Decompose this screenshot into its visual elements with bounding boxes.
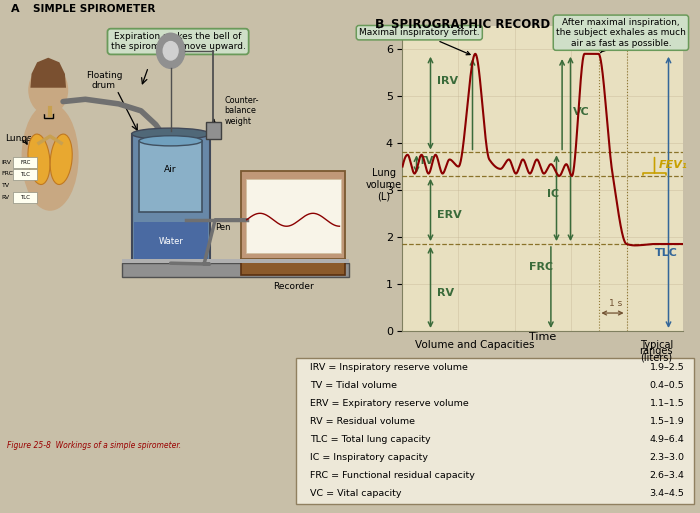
FancyBboxPatch shape [296,358,694,504]
Text: SPIROGRAPHIC RECORD: SPIROGRAPHIC RECORD [391,18,550,31]
Text: 0.4–0.5: 0.4–0.5 [650,381,685,390]
FancyBboxPatch shape [13,157,37,168]
Text: RV: RV [438,288,454,298]
Text: VC = Vital capacity: VC = Vital capacity [310,489,402,498]
Text: Expiration makes the bell of
the spirometer move upward.: Expiration makes the bell of the spirome… [111,32,246,51]
Circle shape [163,42,178,60]
Text: TV = Tidal volume: TV = Tidal volume [310,381,397,390]
Text: 1.5–1.9: 1.5–1.9 [650,418,685,426]
FancyBboxPatch shape [246,179,341,253]
Text: A: A [11,4,20,13]
Text: ERV: ERV [438,210,462,220]
Text: 4.9–6.4: 4.9–6.4 [650,436,685,444]
Circle shape [29,66,67,114]
Text: Lung
volume
(L): Lung volume (L) [365,168,402,201]
Ellipse shape [28,134,50,185]
Ellipse shape [50,134,72,185]
Text: IRV = Inspiratory reserve volume: IRV = Inspiratory reserve volume [310,363,468,372]
Text: IC = Inspiratory capacity: IC = Inspiratory capacity [310,453,428,462]
Text: Typical: Typical [640,340,673,350]
Text: IC: IC [547,189,559,199]
FancyBboxPatch shape [122,260,349,263]
FancyBboxPatch shape [134,222,208,261]
Text: (liters): (liters) [640,352,672,362]
Text: FEV₁: FEV₁ [659,161,687,170]
Text: 1.9–2.5: 1.9–2.5 [650,363,685,372]
Text: Pen: Pen [215,223,230,232]
Text: 3.4–4.5: 3.4–4.5 [650,489,685,498]
Text: SIMPLE SPIROMETER: SIMPLE SPIROMETER [34,4,156,13]
Text: TLC: TLC [654,248,678,258]
Text: FRC: FRC [20,160,30,165]
Text: Water: Water [158,236,183,246]
Text: IRV: IRV [2,160,12,165]
FancyBboxPatch shape [13,192,37,203]
FancyBboxPatch shape [13,168,37,180]
Text: 1.1–1.5: 1.1–1.5 [650,399,685,408]
X-axis label: Time: Time [529,332,556,342]
Text: TLC = Total lung capacity: TLC = Total lung capacity [310,436,430,444]
Text: TLC: TLC [20,195,30,200]
Text: IRV: IRV [438,76,458,86]
Text: ranges: ranges [640,346,673,356]
Ellipse shape [132,128,209,140]
Text: Recorder: Recorder [273,282,314,291]
FancyBboxPatch shape [44,108,52,118]
FancyBboxPatch shape [132,134,209,263]
Text: Maximal inspiratory effort.: Maximal inspiratory effort. [359,28,480,55]
Text: VC: VC [573,107,590,117]
Text: FRC = Functional residual capacity: FRC = Functional residual capacity [310,471,475,480]
Text: RV = Residual volume: RV = Residual volume [310,418,415,426]
Ellipse shape [22,104,78,210]
FancyBboxPatch shape [122,263,349,277]
Text: 2.6–3.4: 2.6–3.4 [650,471,685,480]
Text: Counter-
balance
weight: Counter- balance weight [225,96,259,126]
Polygon shape [30,58,66,88]
Text: RV: RV [2,194,10,200]
Text: ERV = Expiratory reserve volume: ERV = Expiratory reserve volume [310,399,469,408]
Text: Air: Air [164,165,177,174]
Text: Lungs: Lungs [6,134,32,143]
Text: B: B [374,18,384,31]
Circle shape [157,33,185,68]
Text: TV: TV [2,183,10,188]
FancyBboxPatch shape [206,123,221,139]
FancyBboxPatch shape [241,259,345,274]
FancyBboxPatch shape [241,171,345,259]
Ellipse shape [139,136,202,146]
Text: Volume and Capacities: Volume and Capacities [415,340,535,350]
Text: 2.3–3.0: 2.3–3.0 [650,453,685,462]
Text: TLC: TLC [20,171,30,176]
Text: Floating
drum: Floating drum [85,71,122,90]
Text: Figure 25-8  Workings of a simple spirometer.: Figure 25-8 Workings of a simple spirome… [8,441,181,450]
Text: After maximal inspiration,
the subject exhales as much
air as fast as possible.: After maximal inspiration, the subject e… [556,18,686,53]
FancyBboxPatch shape [139,141,202,212]
Text: 1 s: 1 s [609,300,622,308]
Text: TV: TV [419,156,435,166]
Text: FRC: FRC [2,171,14,176]
Text: FRC: FRC [528,262,552,272]
